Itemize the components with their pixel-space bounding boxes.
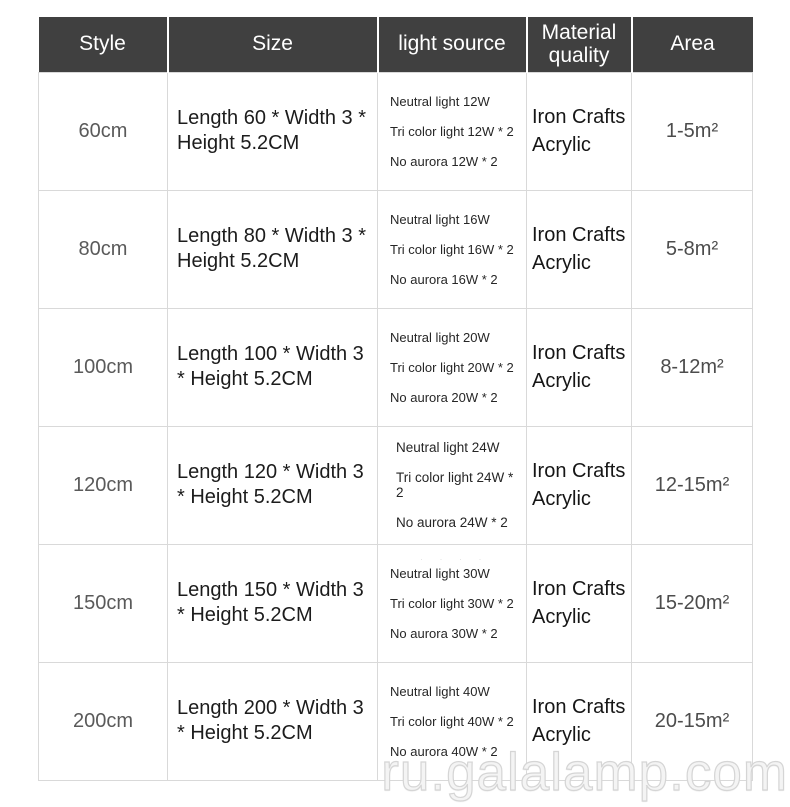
size-cell: Length 120 * Width 3 * Height 5.2CM bbox=[167, 425, 378, 545]
size-text: Length 60 * Width 3 * Height 5.2CM bbox=[177, 107, 367, 154]
light-source-cell: Neutral light 16W Tri color light 16W * … bbox=[377, 189, 527, 309]
table-row: 150cm Length 150 * Width 3 * Height 5.2C… bbox=[38, 543, 753, 663]
material-text: Iron Crafts Acrylic bbox=[532, 578, 626, 628]
area-cell: 1-5m² bbox=[631, 71, 753, 191]
table-row: 100cm Length 100 * Width 3 * Height 5.2C… bbox=[38, 307, 753, 427]
light-source-cell: Neutral light 20W Tri color light 20W * … bbox=[377, 307, 527, 427]
light-source-cell: Neutral light 40W Tri color light 40W * … bbox=[377, 661, 527, 781]
material-text: Iron Crafts Acrylic bbox=[532, 460, 626, 510]
style-cell: 150cm bbox=[38, 543, 168, 663]
area-cell: 12-15m² bbox=[631, 425, 753, 545]
table-row: 120cm Length 120 * Width 3 * Height 5.2C… bbox=[38, 425, 753, 545]
material-cell: Iron Crafts Acrylic bbox=[526, 189, 632, 309]
area-cell: 5-8m² bbox=[631, 189, 753, 309]
light-source-lines: Neutral light 16W Tri color light 16W * … bbox=[378, 191, 526, 308]
column-header-style: Style bbox=[38, 17, 168, 72]
light-source-line: Tri color light 16W * 2 bbox=[390, 241, 514, 257]
light-source-lines: Neutral light 24W Tri color light 24W * … bbox=[378, 427, 526, 544]
style-cell: 100cm bbox=[38, 307, 168, 427]
column-header-area: Area bbox=[630, 17, 753, 72]
light-source-line: Neutral light 40W bbox=[390, 683, 490, 699]
size-text: Length 150 * Width 3 * Height 5.2CM bbox=[177, 579, 364, 626]
light-source-line: Tri color light 20W * 2 bbox=[390, 359, 514, 375]
area-cell: 15-20m² bbox=[631, 543, 753, 663]
material-cell: Iron Crafts Acrylic bbox=[526, 661, 632, 781]
light-source-lines: Neutral light 30W Tri color light 30W * … bbox=[378, 545, 526, 662]
faded-text-artifact: · · · · bbox=[420, 553, 489, 564]
size-text: Length 200 * Width 3 * Height 5.2CM bbox=[177, 697, 364, 744]
light-source-line: No aurora 40W * 2 bbox=[390, 743, 498, 759]
area-cell: 20-15m² bbox=[631, 661, 753, 781]
material-text: Iron Crafts Acrylic bbox=[532, 106, 626, 156]
light-source-line: Neutral light 24W bbox=[396, 440, 500, 455]
size-cell: Length 60 * Width 3 * Height 5.2CM bbox=[167, 71, 378, 191]
light-source-line: Neutral light 30W bbox=[390, 565, 490, 581]
light-source-cell: Neutral light 24W Tri color light 24W * … bbox=[377, 425, 527, 545]
spec-table-container: Style Size light source Material quality… bbox=[38, 17, 753, 781]
spec-table: Style Size light source Material quality… bbox=[38, 17, 753, 781]
material-cell: Iron Crafts Acrylic bbox=[526, 307, 632, 427]
table-row: 80cm Length 80 * Width 3 * Height 5.2CM … bbox=[38, 189, 753, 309]
header-row: Style Size light source Material quality… bbox=[38, 17, 753, 72]
light-source-line: Tri color light 40W * 2 bbox=[390, 713, 514, 729]
material-cell: Iron Crafts Acrylic bbox=[526, 425, 632, 545]
style-cell: 60cm bbox=[38, 71, 168, 191]
size-cell: Length 200 * Width 3 * Height 5.2CM bbox=[167, 661, 378, 781]
material-text: Iron Crafts Acrylic bbox=[532, 696, 626, 746]
light-source-line: No aurora 24W * 2 bbox=[396, 515, 508, 530]
column-header-size: Size bbox=[166, 17, 378, 72]
light-source-line: Tri color light 30W * 2 bbox=[390, 595, 514, 611]
size-cell: Length 80 * Width 3 * Height 5.2CM bbox=[167, 189, 378, 309]
size-text: Length 80 * Width 3 * Height 5.2CM bbox=[177, 225, 367, 272]
material-text: Iron Crafts Acrylic bbox=[532, 224, 626, 274]
light-source-line: No aurora 20W * 2 bbox=[390, 389, 498, 405]
light-source-line: Tri color light 24W * 2 bbox=[396, 470, 514, 500]
light-source-cell: · · · · Neutral light 30W Tri color ligh… bbox=[377, 543, 527, 663]
watermark-text: ru.galalamp.com bbox=[381, 742, 788, 802]
light-source-lines: Neutral light 40W Tri color light 40W * … bbox=[378, 663, 526, 780]
column-header-material-quality: Material quality bbox=[525, 17, 632, 72]
light-source-line: Neutral light 20W bbox=[390, 329, 490, 345]
table-row: 200cm Length 200 * Width 3 * Height 5.2C… bbox=[38, 661, 753, 781]
light-source-lines: Neutral light 20W Tri color light 20W * … bbox=[378, 309, 526, 426]
light-source-lines: Neutral light 12W Tri color light 12W * … bbox=[378, 73, 526, 190]
material-cell: Iron Crafts Acrylic bbox=[526, 543, 632, 663]
material-text: Iron Crafts Acrylic bbox=[532, 342, 626, 392]
column-header-light-source: light source bbox=[376, 17, 527, 72]
style-cell: 200cm bbox=[38, 661, 168, 781]
light-source-line: No aurora 16W * 2 bbox=[390, 271, 498, 287]
style-cell: 120cm bbox=[38, 425, 168, 545]
size-text: Length 120 * Width 3 * Height 5.2CM bbox=[177, 461, 364, 508]
light-source-line: No aurora 12W * 2 bbox=[390, 153, 498, 169]
style-cell: 80cm bbox=[38, 189, 168, 309]
area-cell: 8-12m² bbox=[631, 307, 753, 427]
light-source-line: No aurora 30W * 2 bbox=[390, 625, 498, 641]
size-cell: Length 150 * Width 3 * Height 5.2CM bbox=[167, 543, 378, 663]
material-cell: Iron Crafts Acrylic bbox=[526, 71, 632, 191]
size-cell: Length 100 * Width 3 * Height 5.2CM bbox=[167, 307, 378, 427]
light-source-line: Tri color light 12W * 2 bbox=[390, 123, 514, 139]
light-source-cell: Neutral light 12W Tri color light 12W * … bbox=[377, 71, 527, 191]
size-text: Length 100 * Width 3 * Height 5.2CM bbox=[177, 343, 364, 390]
light-source-line: Neutral light 12W bbox=[390, 93, 490, 109]
table-row: 60cm Length 60 * Width 3 * Height 5.2CM … bbox=[38, 71, 753, 191]
light-source-line: Neutral light 16W bbox=[390, 211, 490, 227]
